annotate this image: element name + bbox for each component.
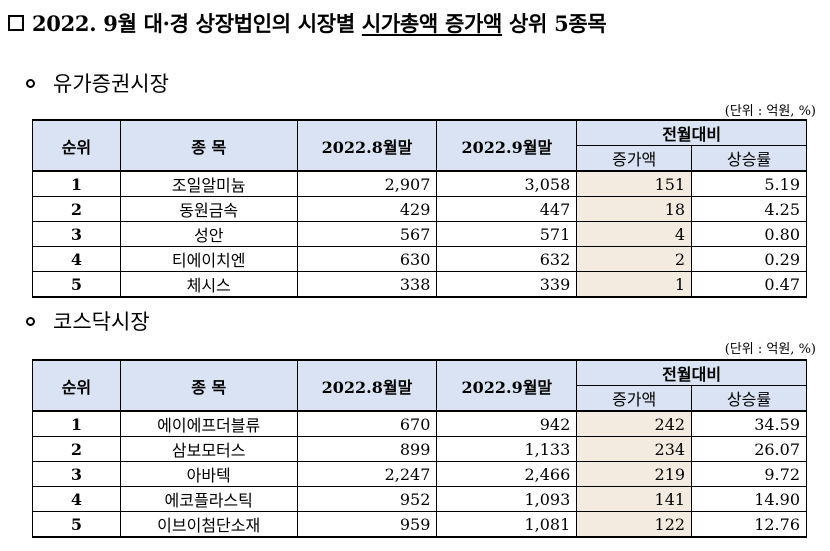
cell-aug: 338 — [296, 271, 438, 298]
unit-note: (단위 : 억원, %) — [724, 342, 816, 357]
cell-rank: 3 — [32, 461, 121, 487]
table-row: 5 이브이첨단소재 959 1,081 122 12.76 — [32, 511, 807, 538]
cell-rate: 0.47 — [691, 271, 807, 298]
cell-rate: 4.25 — [691, 196, 807, 222]
cell-aug: 567 — [296, 221, 438, 247]
cell-name: 에이에프더블류 — [119, 410, 298, 437]
checkbox-square-icon — [8, 15, 24, 31]
cell-rank: 2 — [32, 196, 121, 222]
cell-inc: 122 — [576, 511, 693, 538]
cell-rank: 2 — [32, 436, 121, 462]
table-row: 1 에이에프더블류 670 942 242 34.59 — [32, 410, 807, 437]
cell-aug: 959 — [296, 511, 438, 538]
cell-sep: 632 — [436, 246, 578, 272]
header-name: 종 목 — [119, 119, 298, 172]
cell-sep: 2,466 — [436, 461, 578, 487]
cell-inc: 234 — [576, 436, 693, 462]
cell-inc: 151 — [576, 170, 693, 197]
table-row: 1 조일알미늄 2,907 3,058 151 5.19 — [32, 170, 807, 197]
cell-inc: 242 — [576, 410, 693, 437]
cell-sep: 339 — [436, 271, 578, 298]
cell-sep: 3,058 — [436, 170, 578, 197]
kosdaq-table: 순위 종 목 2022.8월말 2022.9월말 전월대비 증가액 상승률 1 … — [32, 359, 807, 538]
cell-aug: 670 — [296, 410, 438, 437]
cell-rank: 1 — [32, 170, 121, 197]
table-row: 2 동원금속 429 447 18 4.25 — [32, 196, 807, 222]
header-aug: 2022.8월말 — [296, 359, 438, 412]
cell-rank: 3 — [32, 221, 121, 247]
table-row: 3 성안 567 571 4 0.80 — [32, 221, 807, 247]
header-rank: 순위 — [32, 119, 121, 172]
cell-aug: 952 — [296, 486, 438, 512]
cell-sep: 1,081 — [436, 511, 578, 538]
cell-aug: 2,247 — [296, 461, 438, 487]
header-name: 종 목 — [119, 359, 298, 412]
cell-rank: 5 — [32, 271, 121, 298]
cell-name: 삼보모터스 — [119, 436, 298, 462]
section-heading-kospi: 유가증권시장 — [26, 68, 169, 98]
document-title: 2022. 9월 대·경 상장법인의 시장별 시가총액 증가액 상위 5종목 — [8, 8, 607, 38]
header-sep: 2022.9월말 — [436, 119, 578, 172]
section-heading-kosdaq: 코스닥시장 — [26, 306, 150, 336]
cell-sep: 1,133 — [436, 436, 578, 462]
cell-inc: 219 — [576, 461, 693, 487]
cell-rate: 12.76 — [691, 511, 807, 538]
cell-sep: 571 — [436, 221, 578, 247]
title-suffix: 상위 5종목 — [502, 11, 607, 36]
table-row: 3 아바텍 2,247 2,466 219 9.72 — [32, 461, 807, 487]
header-aug: 2022.8월말 — [296, 119, 438, 172]
cell-inc: 141 — [576, 486, 693, 512]
header-rate: 상승률 — [691, 385, 807, 412]
cell-rate: 14.90 — [691, 486, 807, 512]
cell-name: 체시스 — [119, 271, 298, 298]
table-row: 2 삼보모터스 899 1,133 234 26.07 — [32, 436, 807, 462]
header-inc: 증가액 — [576, 145, 693, 172]
cell-inc: 1 — [576, 271, 693, 298]
kospi-table: 순위 종 목 2022.8월말 2022.9월말 전월대비 증가액 상승률 1 … — [32, 119, 807, 298]
cell-name: 조일알미늄 — [119, 170, 298, 197]
header-mom: 전월대비 — [576, 119, 807, 146]
circle-bullet-icon — [26, 78, 35, 88]
cell-name: 아바텍 — [119, 461, 298, 487]
cell-inc: 2 — [576, 246, 693, 272]
cell-aug: 2,907 — [296, 170, 438, 197]
table-row: 5 체시스 338 339 1 0.47 — [32, 271, 807, 298]
cell-name: 성안 — [119, 221, 298, 247]
cell-rate: 9.72 — [691, 461, 807, 487]
table-row: 4 티에이치엔 630 632 2 0.29 — [32, 246, 807, 272]
cell-sep: 942 — [436, 410, 578, 437]
cell-rank: 5 — [32, 511, 121, 538]
cell-name: 동원금속 — [119, 196, 298, 222]
cell-rate: 26.07 — [691, 436, 807, 462]
cell-name: 티에이치엔 — [119, 246, 298, 272]
cell-rate: 5.19 — [691, 170, 807, 197]
circle-bullet-icon — [26, 316, 35, 326]
header-sep: 2022.9월말 — [436, 359, 578, 412]
header-mom: 전월대비 — [576, 359, 807, 386]
cell-rate: 0.80 — [691, 221, 807, 247]
title-prefix: 2022. 9월 대·경 상장법인의 시장별 — [32, 11, 362, 36]
cell-inc: 4 — [576, 221, 693, 247]
cell-aug: 630 — [296, 246, 438, 272]
cell-rate: 0.29 — [691, 246, 807, 272]
table-row: 4 에코플라스틱 952 1,093 141 14.90 — [32, 486, 807, 512]
cell-sep: 1,093 — [436, 486, 578, 512]
cell-rank: 4 — [32, 486, 121, 512]
header-rank: 순위 — [32, 359, 121, 412]
section-heading-text: 유가증권시장 — [53, 72, 169, 96]
cell-rank: 4 — [32, 246, 121, 272]
section-heading-text: 코스닥시장 — [53, 310, 150, 334]
cell-aug: 899 — [296, 436, 438, 462]
unit-note: (단위 : 억원, %) — [724, 104, 816, 119]
cell-rate: 34.59 — [691, 410, 807, 437]
header-rate: 상승률 — [691, 145, 807, 172]
header-inc: 증가액 — [576, 385, 693, 412]
cell-name: 이브이첨단소재 — [119, 511, 298, 538]
cell-name: 에코플라스틱 — [119, 486, 298, 512]
cell-aug: 429 — [296, 196, 438, 222]
cell-sep: 447 — [436, 196, 578, 222]
cell-rank: 1 — [32, 410, 121, 437]
cell-inc: 18 — [576, 196, 693, 222]
title-underlined: 시가총액 증가액 — [361, 11, 503, 36]
